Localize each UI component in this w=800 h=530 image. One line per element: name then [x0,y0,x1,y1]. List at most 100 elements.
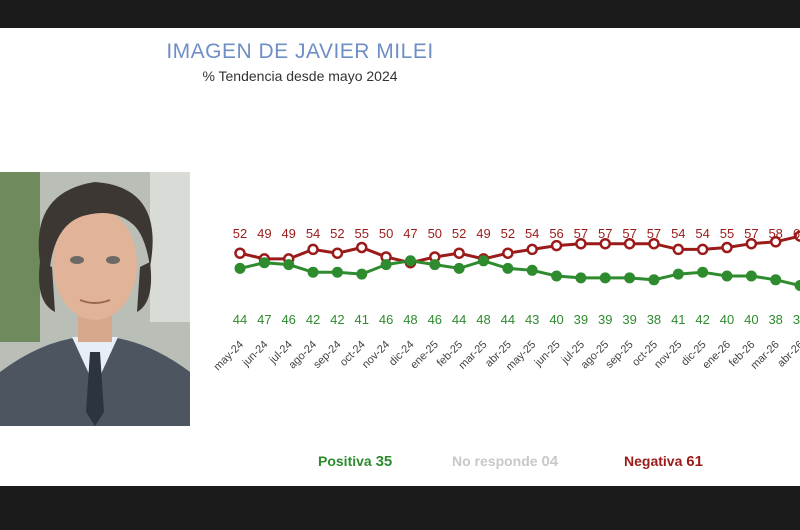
portrait-photo [0,172,190,426]
x-tick-label-abr-26: abr-26 [775,339,800,370]
data-point-negativa-sep-25 [623,237,636,250]
data-label-positiva-jul-25: 39 [574,312,588,327]
data-point-negativa-mar-26 [769,236,782,248]
data-label-positiva-ene-25: 46 [428,312,442,327]
data-point-positiva-dic-25 [697,266,709,278]
data-label-negativa-jul-25: 57 [574,226,588,241]
data-label-positiva-mar-26: 38 [768,312,782,327]
data-label-negativa-ene-25: 50 [428,226,442,241]
data-point-negativa-ago-24 [307,243,319,256]
data-label-positiva-dic-24: 48 [403,312,417,327]
data-label-negativa-ago-24: 54 [306,226,320,241]
data-label-negativa-ago-25: 57 [598,226,612,241]
data-label-negativa-sep-24: 52 [330,226,344,241]
data-point-positiva-jun-24 [258,257,270,269]
data-point-positiva-sep-25 [624,272,636,284]
series-line-negativa [239,234,800,265]
legend-no-responde-label: No responde [452,453,538,469]
data-point-negativa-sep-24 [331,247,344,259]
data-point-positiva-oct-24 [356,268,368,280]
x-tick-label-jun-24: jun-24 [240,339,271,370]
data-point-positiva-jun-25 [551,270,563,282]
x-tick-label-may-24: may-24 [212,339,246,373]
data-point-positiva-sep-24 [331,266,343,278]
data-point-positiva-oct-25 [648,274,660,286]
legend-positiva-value: 35 [375,453,393,470]
data-label-positiva-sep-24: 42 [330,312,344,327]
data-point-positiva-abr-26 [794,280,800,291]
data-label-negativa-oct-25: 57 [647,226,661,241]
data-point-negativa-ago-25 [599,237,611,250]
data-label-negativa-dic-25: 54 [695,226,709,241]
data-point-positiva-abr-25 [502,262,514,274]
data-label-negativa-nov-24: 50 [379,226,393,241]
data-label-positiva-ago-25: 39 [598,312,612,327]
data-label-positiva-jul-24: 46 [281,312,295,327]
data-label-positiva-ago-24: 42 [306,312,320,327]
legend-no-responde: No responde 04 [452,453,558,470]
data-label-positiva-sep-25: 39 [622,312,636,327]
data-point-positiva-nov-25 [672,268,684,280]
legend-negativa: Negativa 61 [624,453,703,470]
data-label-positiva-mar-25: 48 [476,312,490,327]
data-label-positiva-dic-25: 42 [695,312,709,327]
data-label-positiva-may-25: 43 [525,312,539,327]
data-label-positiva-abr-25: 44 [501,312,515,327]
data-label-positiva-jun-24: 47 [257,312,271,327]
data-label-positiva-feb-25: 44 [452,312,466,327]
data-point-positiva-jul-25 [575,272,587,284]
portrait-illustration [0,172,190,426]
data-point-negativa-abr-26 [794,230,800,242]
chart-subtitle: % Tendencia desde mayo 2024 [202,68,398,84]
x-tick-label-jun-25: jun-25 [532,339,563,370]
data-label-negativa-feb-25: 52 [452,226,466,241]
chart-title: IMAGEN DE JAVIER MILEI [166,40,434,63]
data-point-positiva-may-25 [526,264,538,276]
data-label-negativa-mar-26: 58 [768,226,782,241]
data-point-negativa-feb-25 [453,247,465,259]
data-label-negativa-feb-26: 57 [744,226,758,241]
data-point-positiva-nov-24 [380,259,392,271]
data-label-negativa-oct-24: 55 [355,226,369,241]
data-label-positiva-feb-26: 40 [744,312,758,327]
data-point-negativa-jun-25 [550,239,563,252]
slide: IMAGEN DE JAVIER MILEI % Tendencia desde… [0,28,800,486]
data-point-negativa-ene-26 [721,241,733,254]
data-point-negativa-abr-25 [502,247,514,259]
x-tick-label-ene-25: ene-25 [408,339,441,372]
x-tick-label-ene-26: ene-26 [700,339,733,372]
data-point-negativa-nov-25 [672,243,685,256]
data-point-positiva-ago-25 [599,272,611,284]
legend-positiva: Positiva 35 [318,453,392,470]
data-label-negativa-ene-26: 55 [720,226,734,241]
x-tick-label-sep-25: sep-25 [603,339,635,371]
data-point-negativa-jul-25 [575,237,587,250]
data-point-negativa-dic-25 [696,243,709,256]
data-label-negativa-abr-25: 52 [501,226,515,241]
data-point-positiva-mar-25 [478,255,489,267]
data-label-negativa-may-24: 52 [233,226,247,241]
data-label-positiva-nov-25: 41 [671,312,685,327]
x-tick-label-sep-24: sep-24 [311,339,343,371]
data-label-positiva-oct-24: 41 [355,312,369,327]
data-label-negativa-abr-26: 61 [793,226,800,241]
legend-positiva-label: Positiva [318,453,372,469]
legend-negativa-label: Negativa [624,453,683,469]
data-point-positiva-feb-25 [453,262,465,274]
data-point-negativa-feb-26 [745,237,758,250]
data-point-positiva-mar-26 [770,274,782,286]
data-point-negativa-oct-24 [356,241,368,254]
data-point-positiva-dic-24 [404,255,416,267]
data-label-positiva-oct-25: 38 [647,312,661,327]
data-label-negativa-jun-24: 49 [257,226,271,241]
data-label-negativa-jul-24: 49 [281,226,295,241]
data-point-negativa-may-24 [234,247,246,259]
data-label-positiva-jun-25: 40 [549,312,563,327]
data-label-positiva-nov-24: 46 [379,312,393,327]
x-tick-label-nov-25: nov-25 [652,339,684,371]
data-label-negativa-may-25: 54 [525,226,539,241]
data-label-positiva-abr-26: 35 [793,312,800,327]
data-point-positiva-feb-26 [745,270,757,282]
line-chart: 52 49 49 54 52 55 50 47 50 52 49 52 54 56 57 57 57 57 54 54… [212,226,800,373]
data-label-negativa-mar-25: 49 [476,226,490,241]
